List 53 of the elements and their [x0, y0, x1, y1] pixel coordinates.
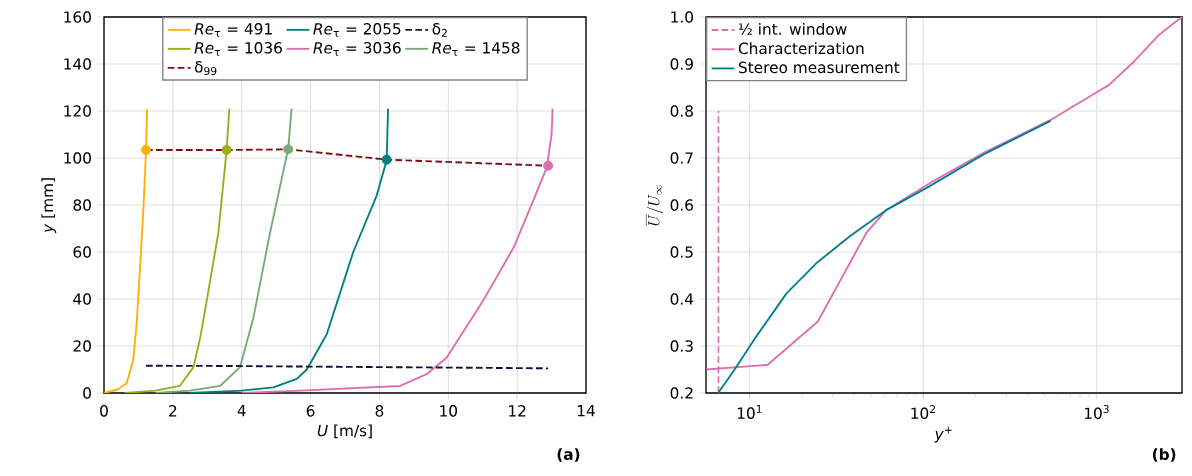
x-tick-label: 4 — [237, 405, 246, 417]
legend-label: Characterization — [738, 42, 864, 55]
y-tick-label: 0.6 — [670, 199, 694, 211]
x-axis-title: y$^{+}$ — [934, 426, 952, 443]
legend-label: δ$_{99}$ — [194, 61, 217, 76]
y-tick-label: 1.0 — [671, 11, 693, 23]
y-tick-label: 0 — [83, 387, 91, 399]
legend-label: Re$_{τ}$ = 1458 — [432, 42, 520, 56]
x-tick-label: 2 — [169, 405, 177, 417]
y-axis-title: y [mm] — [41, 178, 57, 234]
y-tick-label: 0.9 — [670, 58, 693, 70]
y-tick-label: 160 — [64, 11, 91, 23]
text: (a) — [557, 448, 580, 462]
y-tick-label: 80 — [73, 199, 91, 211]
y-tick-label: 0.7 — [670, 152, 693, 164]
x-tick-label: 10$^{3}$ — [1084, 405, 1109, 420]
line-series — [154, 107, 294, 393]
text: (b) — [1152, 448, 1176, 462]
x-tick-label: 10$^{1}$ — [737, 405, 762, 419]
point — [543, 160, 554, 171]
x-tick-label: 10$^{2}$ — [911, 405, 935, 420]
y-tick-label: 0.5 — [670, 246, 693, 258]
x-tick-label: 14 — [577, 405, 595, 417]
point — [221, 145, 232, 155]
point — [283, 144, 294, 155]
x-tick-label: 0 — [100, 405, 108, 417]
y-tick-label: 140 — [64, 58, 91, 70]
legend-label: Re$_{τ}$ = 491 — [194, 23, 272, 37]
point — [381, 154, 392, 165]
y-tick-label: 0.4 — [670, 293, 694, 305]
y-tick-label: 0.2 — [670, 387, 693, 399]
x-tick-label: 6 — [306, 405, 315, 417]
x-tick-label: 8 — [375, 405, 384, 417]
y-axis-title: $\overline{U}/U_{\infty}$ — [646, 184, 664, 227]
x-axis-title: U [m/s] — [317, 424, 372, 439]
y-tick-label: 0.8 — [670, 105, 693, 117]
x-tick-label: 10 — [440, 405, 458, 417]
legend-label: Re$_{τ}$ = 2055 — [313, 23, 401, 37]
legend-label: Stereo measurement — [738, 61, 900, 74]
x-tick-label: 12 — [509, 405, 526, 417]
y-tick-label: 120 — [64, 105, 91, 117]
legend-label: δ$_{2}$ — [432, 23, 447, 37]
legend-label: Re$_{τ}$ = 1036 — [194, 42, 282, 56]
y-tick-label: 60 — [73, 246, 91, 258]
y-tick-label: 100 — [64, 152, 91, 164]
line-series — [123, 107, 232, 393]
y-tick-label: 20 — [73, 340, 91, 352]
legend-label: Re$_{τ}$ = 3036 — [313, 42, 401, 56]
line-series — [240, 107, 554, 393]
point — [141, 145, 151, 155]
legend-label: ½ int. window — [738, 23, 847, 35]
y-tick-label: 40 — [73, 293, 91, 305]
y-tick-label: 0.3 — [670, 340, 693, 352]
